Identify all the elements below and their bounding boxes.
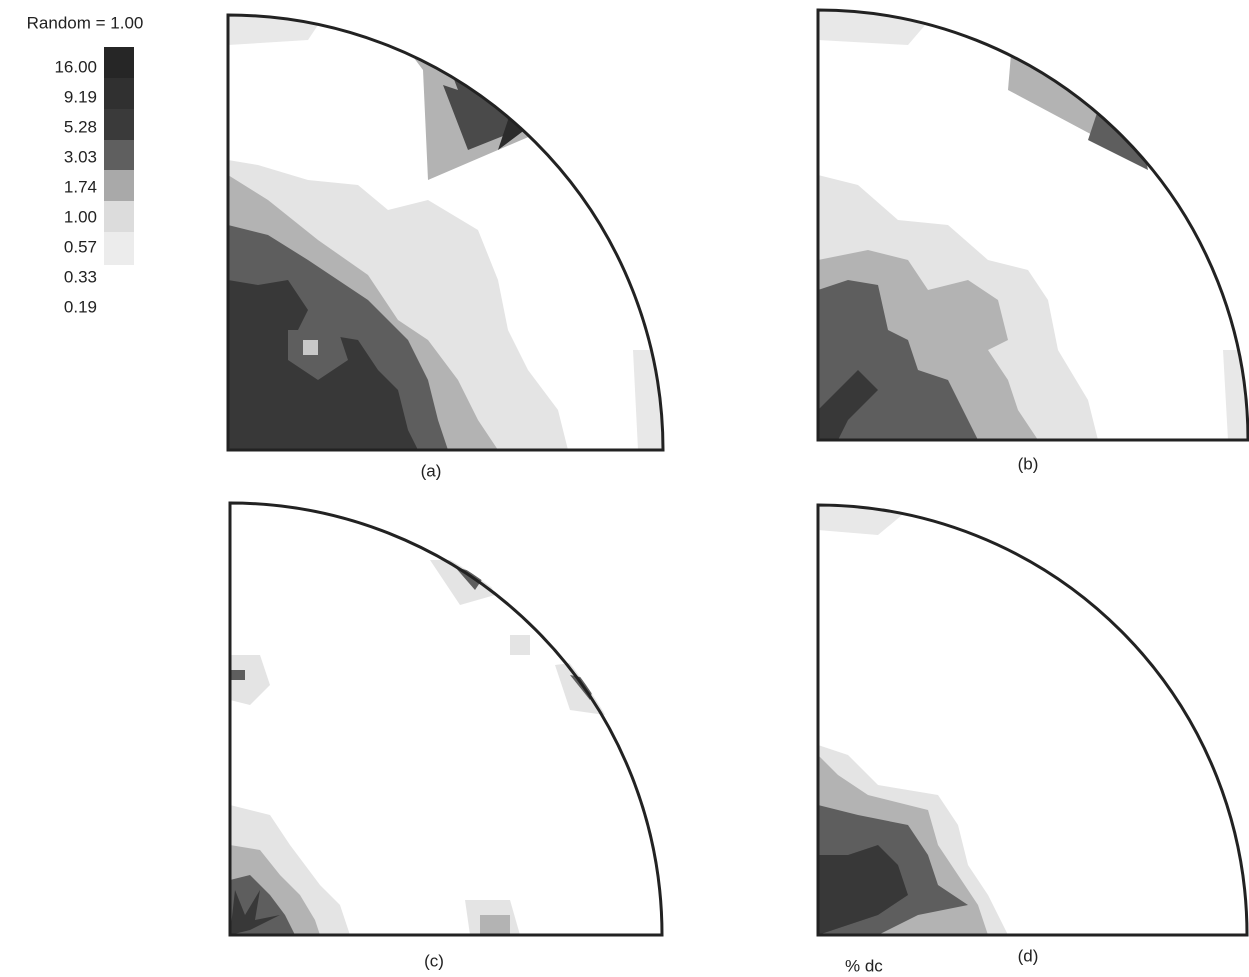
legend-level: 0.57 (64, 237, 97, 256)
legend-levels: 16.00 9.19 5.28 3.03 1.74 1.00 0.57 0.33 0.19 (54, 57, 97, 316)
pole-figure-c (230, 503, 662, 935)
pole-figure-b (818, 0, 1249, 440)
legend-level: 9.19 (64, 87, 97, 106)
pole-figure-d (818, 505, 1247, 935)
legend-level: 0.19 (64, 297, 97, 316)
legend-level: 16.00 (54, 57, 97, 76)
footnote: % dc (845, 956, 883, 975)
legend-level: 3.03 (64, 147, 97, 166)
legend-level: 0.33 (64, 267, 97, 286)
pole-figure-a (228, 0, 668, 450)
legend-title: Random = 1.00 (27, 13, 144, 32)
legend-level: 1.00 (64, 207, 97, 226)
legend-level: 5.28 (64, 117, 97, 136)
panel-label: (a) (421, 461, 442, 480)
legend-level: 1.74 (64, 177, 97, 196)
panel-label: (d) (1018, 946, 1039, 965)
panel-label: (c) (424, 951, 444, 970)
panel-label: (b) (1018, 454, 1039, 473)
figure: Random = 1.00 16.00 9.19 5.28 3.03 1.74 1.00 0… (0, 0, 1249, 977)
legend: Random = 1.00 16.00 9.19 5.28 3.03 1.74 1.00 0… (27, 13, 144, 316)
legend-scale (104, 47, 134, 265)
